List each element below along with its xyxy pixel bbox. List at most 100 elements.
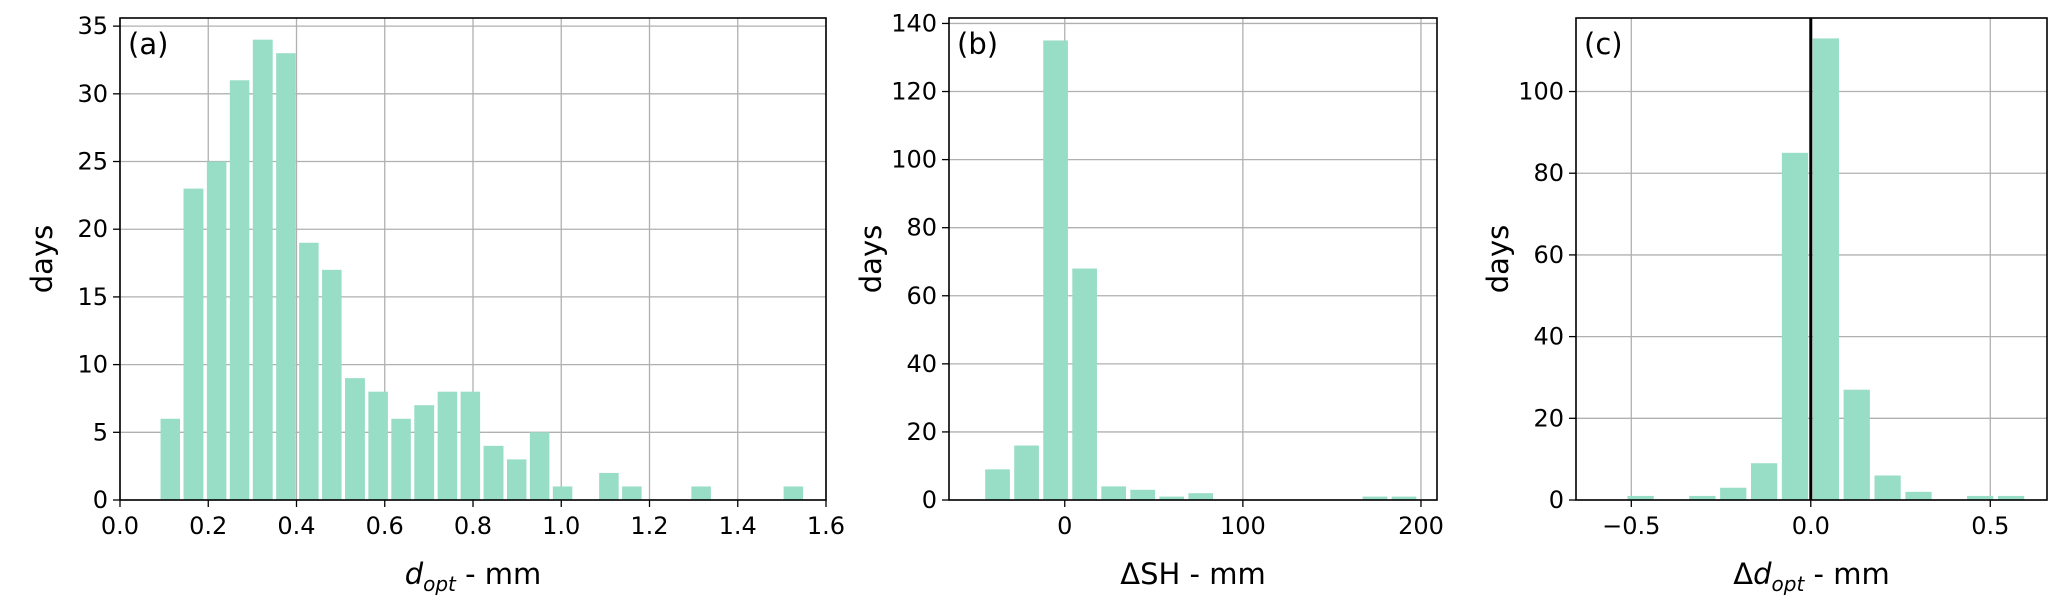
bar (483, 445, 504, 500)
y-tick-label: 0 (93, 486, 108, 514)
x-axis-label: Δdopt - mm (1733, 557, 1889, 596)
bar (1362, 496, 1388, 500)
bar (276, 53, 296, 501)
bar (1997, 495, 2025, 500)
y-tick-label: 30 (77, 80, 108, 108)
bar (506, 459, 527, 500)
bar (368, 391, 388, 500)
panel-label: (a) (128, 27, 168, 61)
bar (252, 39, 273, 500)
x-tick-label: 0.8 (454, 512, 492, 540)
x-tick-label: 200 (1398, 512, 1444, 540)
x-tick-label: 1.0 (542, 512, 580, 540)
bar (691, 486, 711, 500)
bar (1014, 445, 1039, 500)
x-tick-label: 0.4 (277, 512, 315, 540)
axes-frame (948, 17, 1438, 501)
panel-label: (c) (1584, 27, 1623, 61)
x-tick-label: 0 (1057, 512, 1072, 540)
bar (529, 432, 550, 500)
x-tick-label: 0.5 (1971, 512, 2009, 540)
y-tick-label: 80 (1533, 159, 1564, 187)
y-tick-label: 15 (77, 283, 108, 311)
x-tick-label: 0.2 (189, 512, 227, 540)
bar (783, 486, 804, 500)
x-label-part: ΔSH - mm (1120, 557, 1265, 591)
y-tick-label: 5 (93, 418, 108, 446)
y-tick-label: 20 (1533, 404, 1564, 432)
bar (437, 391, 458, 500)
y-tick-label: 0 (922, 486, 937, 514)
y-tick-label: 35 (77, 12, 108, 40)
x-tick-label: −0.5 (1602, 512, 1660, 540)
y-tick-label: 100 (1518, 78, 1564, 106)
y-tick-label: 10 (77, 351, 108, 379)
bar (160, 418, 181, 500)
y-axis-label: days (1481, 225, 1515, 293)
x-tick-label: 0.6 (366, 512, 404, 540)
y-tick-label: 100 (891, 146, 937, 174)
y-tick-label: 120 (891, 78, 937, 106)
bar (1843, 389, 1870, 500)
y-tick-label: 60 (1533, 241, 1564, 269)
bar (1874, 475, 1901, 500)
bar (622, 486, 642, 500)
panel-label: (b) (957, 27, 998, 61)
y-tick-label: 140 (891, 9, 937, 37)
bar (1627, 495, 1654, 500)
bar (1130, 489, 1156, 500)
y-tick-label: 20 (77, 215, 108, 243)
y-axis-label: days (25, 225, 59, 293)
bar (1391, 496, 1417, 500)
x-tick-label: 1.4 (719, 512, 757, 540)
x-label-part: Δ (1733, 557, 1753, 591)
x-label-part: opt (1772, 572, 1806, 596)
bar (1689, 495, 1716, 500)
bar (299, 242, 319, 500)
bar (1072, 268, 1097, 500)
x-axis-label: ΔSH - mm (1120, 557, 1265, 591)
bar (1159, 496, 1185, 500)
x-label-part: opt (423, 572, 457, 596)
bar (229, 80, 250, 501)
y-tick-label: 0 (1549, 486, 1564, 514)
x-tick-label: 1.6 (807, 512, 845, 540)
y-tick-label: 80 (906, 214, 937, 242)
y-tick-label: 20 (906, 418, 937, 446)
x-tick-label: 100 (1220, 512, 1266, 540)
bar (1188, 493, 1214, 500)
bar (206, 161, 227, 501)
y-tick-label: 40 (1533, 323, 1564, 351)
bar (1812, 38, 1839, 500)
bar (1750, 463, 1778, 500)
x-label-part: d (1753, 557, 1772, 591)
x-tick-label: 0.0 (101, 512, 139, 540)
y-axis-label: days (854, 225, 888, 293)
bar (1101, 486, 1126, 500)
x-axis-label: dopt - mm (405, 557, 542, 596)
x-tick-label: 1.2 (630, 512, 668, 540)
bar (414, 405, 435, 500)
x-label-part: - mm (1804, 557, 1889, 591)
axes-frame (1575, 17, 2048, 501)
y-tick-label: 40 (906, 350, 937, 378)
bar (552, 486, 573, 500)
bar (391, 418, 411, 500)
bar (985, 469, 1010, 500)
y-tick-label: 60 (906, 282, 937, 310)
bar (322, 269, 342, 500)
bar (1720, 487, 1747, 500)
x-label-part: d (405, 557, 424, 591)
x-label-part: - mm (456, 557, 541, 591)
axes-frame (119, 17, 827, 501)
bar (1905, 491, 1932, 500)
bar (183, 188, 204, 500)
bar (460, 391, 481, 500)
bar (599, 472, 619, 500)
bar (1781, 152, 1809, 500)
bar (345, 378, 365, 500)
y-tick-label: 25 (77, 148, 108, 176)
bar (1043, 40, 1068, 501)
x-tick-label: 0.0 (1792, 512, 1830, 540)
